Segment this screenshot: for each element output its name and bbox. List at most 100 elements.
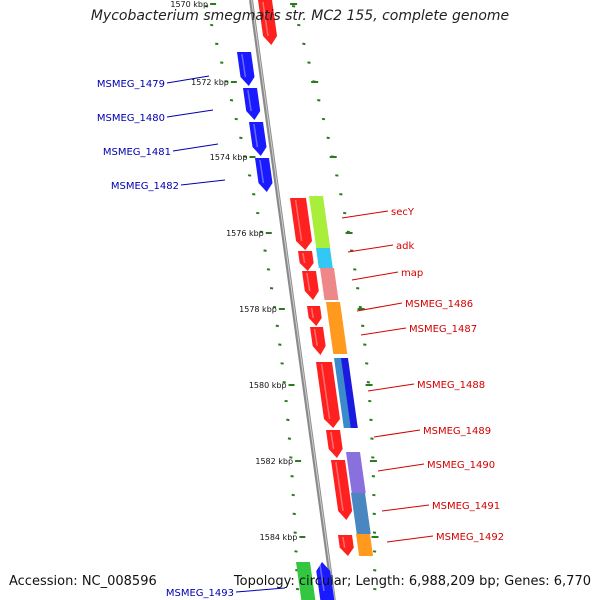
ruler-dot [372,531,377,534]
ruler-dot [369,418,373,422]
gene-features [237,0,374,600]
gene-label-msmeg_1486: MSMEG_1486 [405,299,473,310]
gene-label-map: map [401,268,423,279]
cog-block [356,534,374,556]
ruler-dot [321,117,326,121]
ruler-dot [243,155,247,158]
gene-label-msmeg_1487: MSMEG_1487 [409,324,477,335]
gene-feature-reverse [307,306,322,326]
accession-text: Accession: NC_008596 [9,574,157,589]
ruler-dot [361,324,365,328]
ruler-dot [373,569,377,572]
ruler-dot [297,23,301,27]
ruler-dots [204,5,377,591]
cog-block [309,196,331,248]
genome-summary-text: Topology: circular; Length: 6,988,209 bp… [233,574,591,589]
ruler-dot [282,381,286,384]
gene-feature-forward-shine [253,123,259,148]
cog-block [316,248,333,268]
ruler-dot [326,136,330,140]
gene-feature-top-shine [262,1,269,37]
ruler-dot [287,437,292,440]
gene-leader-line [172,143,219,152]
gene-label-msmeg_1482: MSMEG_1482 [111,181,179,192]
cog-block [326,302,348,354]
gene-label-msmeg_1493: MSMEG_1493 [166,588,234,599]
gene-feature-reverse-shine [342,536,346,548]
ruler-dot [371,456,375,459]
cog-block [320,268,339,300]
gene-feature-reverse [338,535,354,556]
ruler-dot [356,287,360,290]
gene-feature-reverse [310,327,326,355]
gene-leader-line [180,179,226,186]
gene-feature-reverse-shine [330,431,335,450]
gene-leader-line [166,109,214,118]
ruler-dot [215,42,219,46]
gene-feature-forward-shine [319,563,325,592]
gene-feature-forward [237,52,255,86]
ruler-dot [371,475,376,478]
ruler-dot [266,268,271,271]
ruler-tick-label: 1580 kbp [249,381,287,390]
ruler-dot [335,174,339,177]
gene-label-msmeg_1489: MSMEG_1489 [423,426,491,437]
gene-leader-line [367,383,415,392]
ruler-dot [259,230,264,234]
gene-feature-forward [255,158,273,192]
ruler-dot [358,305,362,309]
gene-leader-line [235,587,286,593]
ruler-dot [366,381,371,384]
ruler-dot [339,193,343,196]
ruler-dot [294,550,298,553]
gene-feature-reverse [290,198,313,250]
ruler-dot [353,268,357,271]
ruler-dot [272,305,277,309]
gene-leader-line [386,535,434,543]
ruler-dot [307,61,311,64]
ruler-dot [239,136,243,140]
ruler-ticks: 1570 kbp 1572 kbp 1574 kbp 1576 kbp 1578 kbp… [170,0,379,542]
ruler-tick-label: 1574 kbp [210,153,248,162]
gene-feature-forward [243,88,261,120]
cog-block [296,562,316,600]
gene-feature-reverse-shine [335,461,344,512]
ruler-dot [247,174,252,177]
gene-feature-forward-shine [247,89,252,112]
gene-feature-forward-shine [241,53,247,78]
gene-feature-reverse [326,430,343,458]
gene-label-msmeg_1481: MSMEG_1481 [103,147,171,158]
gene-leader-line [341,210,389,219]
cog-block [351,493,371,534]
ruler-dot [368,399,372,403]
gene-labels: MSMEG_1479 MSMEG_1480 MSMEG_1481 MSMEG_1482… [97,75,504,599]
gene-feature-reverse [302,271,319,300]
gene-leader-line [360,327,407,336]
gene-leader-line [373,429,421,438]
ruler-dot [291,5,296,8]
gene-label-msmeg_1490: MSMEG_1490 [427,460,495,471]
ruler-tick-label: 1576 kbp [226,229,264,238]
ruler-dot [343,211,347,215]
gene-label-msmeg_1488: MSMEG_1488 [417,380,485,391]
ruler-dot [234,117,238,121]
ruler-dot [372,493,376,497]
map-title: Mycobacterium smegmatis str. MC2 155, co… [90,8,510,24]
gene-label-secy: secY [391,207,415,218]
gene-leader-line [356,302,403,312]
gene-feature-forward [316,562,335,600]
ruler-dot [256,211,260,215]
ruler-dot [291,493,295,497]
ruler-dot [372,550,377,553]
cog-block [334,358,352,428]
ruler-tick-label: 1572 kbp [191,78,229,87]
ruler-dot [229,99,234,102]
gene-label-msmeg_1492: MSMEG_1492 [436,532,504,543]
ruler-tick-label: 1582 kbp [255,457,293,466]
ruler-dot [370,437,374,440]
gene-feature-reverse-shine [313,328,318,347]
cog-block [341,358,358,428]
gene-leader-line [377,463,425,472]
gene-feature-reverse [316,362,340,428]
